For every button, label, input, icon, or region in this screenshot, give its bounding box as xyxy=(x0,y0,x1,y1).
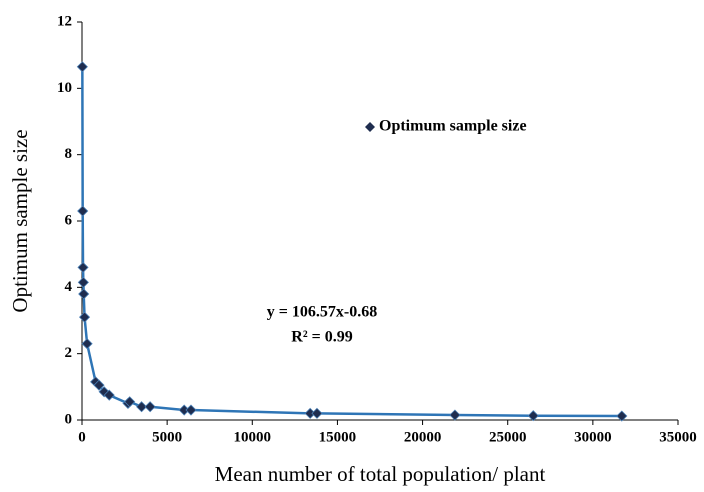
y-tick-label: 4 xyxy=(65,279,73,295)
y-tick-label: 12 xyxy=(57,13,72,29)
data-point xyxy=(185,404,197,416)
trend-line xyxy=(81,66,622,418)
data-point xyxy=(78,311,91,323)
data-point xyxy=(144,401,156,413)
legend-label: Optimum sample size xyxy=(379,118,527,135)
data-point xyxy=(77,261,89,273)
data-point xyxy=(81,338,93,350)
data-point xyxy=(616,410,628,422)
x-tick-label: 25000 xyxy=(489,429,527,445)
x-tick-label: 35000 xyxy=(659,429,697,445)
x-axis-title: Mean number of total population/ plant xyxy=(215,462,546,486)
x-tick-label: 0 xyxy=(78,429,86,445)
legend-marker xyxy=(365,122,375,132)
y-tick-label: 6 xyxy=(65,212,73,228)
data-point xyxy=(136,401,148,413)
y-tick-label: 0 xyxy=(65,411,73,427)
data-point xyxy=(124,396,136,408)
y-tick-label: 10 xyxy=(57,80,72,96)
x-tick-label: 30000 xyxy=(574,429,612,445)
data-point xyxy=(78,288,90,300)
annotation: y = 106.57x-0.68 xyxy=(267,304,377,321)
data-point xyxy=(77,276,89,288)
data-point xyxy=(93,379,105,391)
x-tick-label: 10000 xyxy=(234,429,272,445)
data-point xyxy=(77,205,89,217)
y-axis-title: Optimum sample size xyxy=(8,129,32,312)
x-tick-label: 5000 xyxy=(152,429,182,445)
data-point xyxy=(449,409,461,421)
data-point xyxy=(311,407,323,419)
data-point xyxy=(527,410,539,422)
y-tick-label: 8 xyxy=(65,146,73,162)
data-point xyxy=(76,61,88,73)
x-tick-label: 20000 xyxy=(404,429,442,445)
x-tick-label: 15000 xyxy=(319,429,357,445)
annotation: R² = 0.99 xyxy=(291,329,352,346)
data-point xyxy=(103,389,115,401)
y-tick-label: 2 xyxy=(65,345,73,361)
